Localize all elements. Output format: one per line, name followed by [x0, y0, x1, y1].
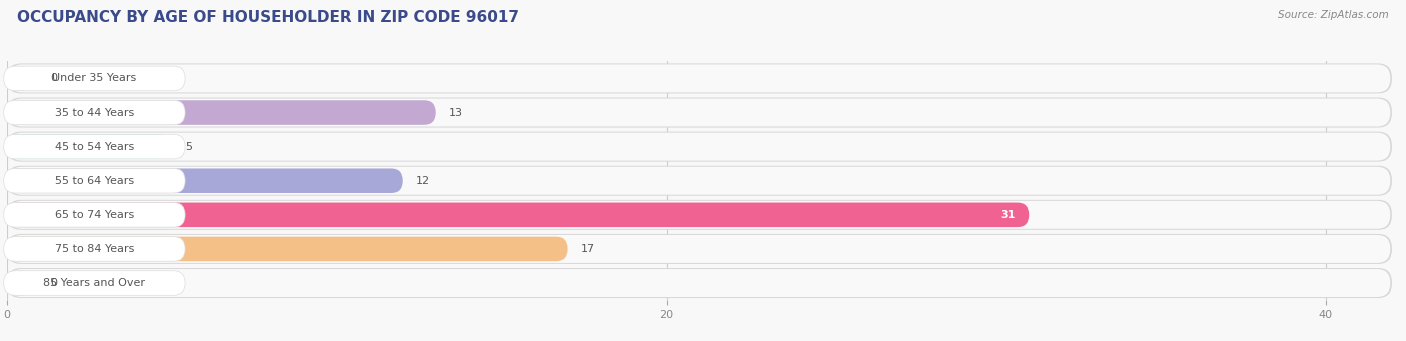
Text: OCCUPANCY BY AGE OF HOUSEHOLDER IN ZIP CODE 96017: OCCUPANCY BY AGE OF HOUSEHOLDER IN ZIP C…: [17, 10, 519, 25]
FancyBboxPatch shape: [7, 134, 172, 159]
FancyBboxPatch shape: [4, 100, 186, 125]
FancyBboxPatch shape: [7, 100, 436, 125]
Text: Under 35 Years: Under 35 Years: [52, 73, 136, 84]
FancyBboxPatch shape: [4, 203, 186, 227]
FancyBboxPatch shape: [8, 269, 1391, 297]
FancyBboxPatch shape: [7, 132, 1392, 162]
FancyBboxPatch shape: [4, 168, 186, 193]
FancyBboxPatch shape: [8, 167, 1391, 195]
FancyBboxPatch shape: [7, 271, 34, 295]
Text: 12: 12: [416, 176, 430, 186]
Text: Source: ZipAtlas.com: Source: ZipAtlas.com: [1278, 10, 1389, 20]
Text: 65 to 74 Years: 65 to 74 Years: [55, 210, 134, 220]
FancyBboxPatch shape: [8, 64, 1391, 92]
FancyBboxPatch shape: [4, 134, 186, 159]
FancyBboxPatch shape: [8, 133, 1391, 161]
Text: 0: 0: [49, 278, 56, 288]
FancyBboxPatch shape: [8, 201, 1391, 229]
FancyBboxPatch shape: [8, 99, 1391, 127]
FancyBboxPatch shape: [7, 268, 1392, 298]
Text: 5: 5: [186, 142, 193, 152]
Text: 85 Years and Over: 85 Years and Over: [44, 278, 145, 288]
Text: 17: 17: [581, 244, 595, 254]
Text: 0: 0: [49, 73, 56, 84]
FancyBboxPatch shape: [7, 237, 568, 261]
Text: 45 to 54 Years: 45 to 54 Years: [55, 142, 134, 152]
FancyBboxPatch shape: [7, 203, 1029, 227]
Text: 55 to 64 Years: 55 to 64 Years: [55, 176, 134, 186]
FancyBboxPatch shape: [4, 271, 186, 295]
Text: 13: 13: [449, 107, 463, 118]
Text: 31: 31: [1001, 210, 1017, 220]
Text: 35 to 44 Years: 35 to 44 Years: [55, 107, 134, 118]
FancyBboxPatch shape: [8, 235, 1391, 263]
FancyBboxPatch shape: [7, 200, 1392, 230]
FancyBboxPatch shape: [7, 63, 1392, 93]
FancyBboxPatch shape: [4, 66, 186, 91]
FancyBboxPatch shape: [4, 237, 186, 261]
FancyBboxPatch shape: [7, 66, 34, 91]
Text: 75 to 84 Years: 75 to 84 Years: [55, 244, 134, 254]
FancyBboxPatch shape: [7, 98, 1392, 128]
FancyBboxPatch shape: [7, 234, 1392, 264]
FancyBboxPatch shape: [7, 168, 402, 193]
FancyBboxPatch shape: [7, 166, 1392, 196]
